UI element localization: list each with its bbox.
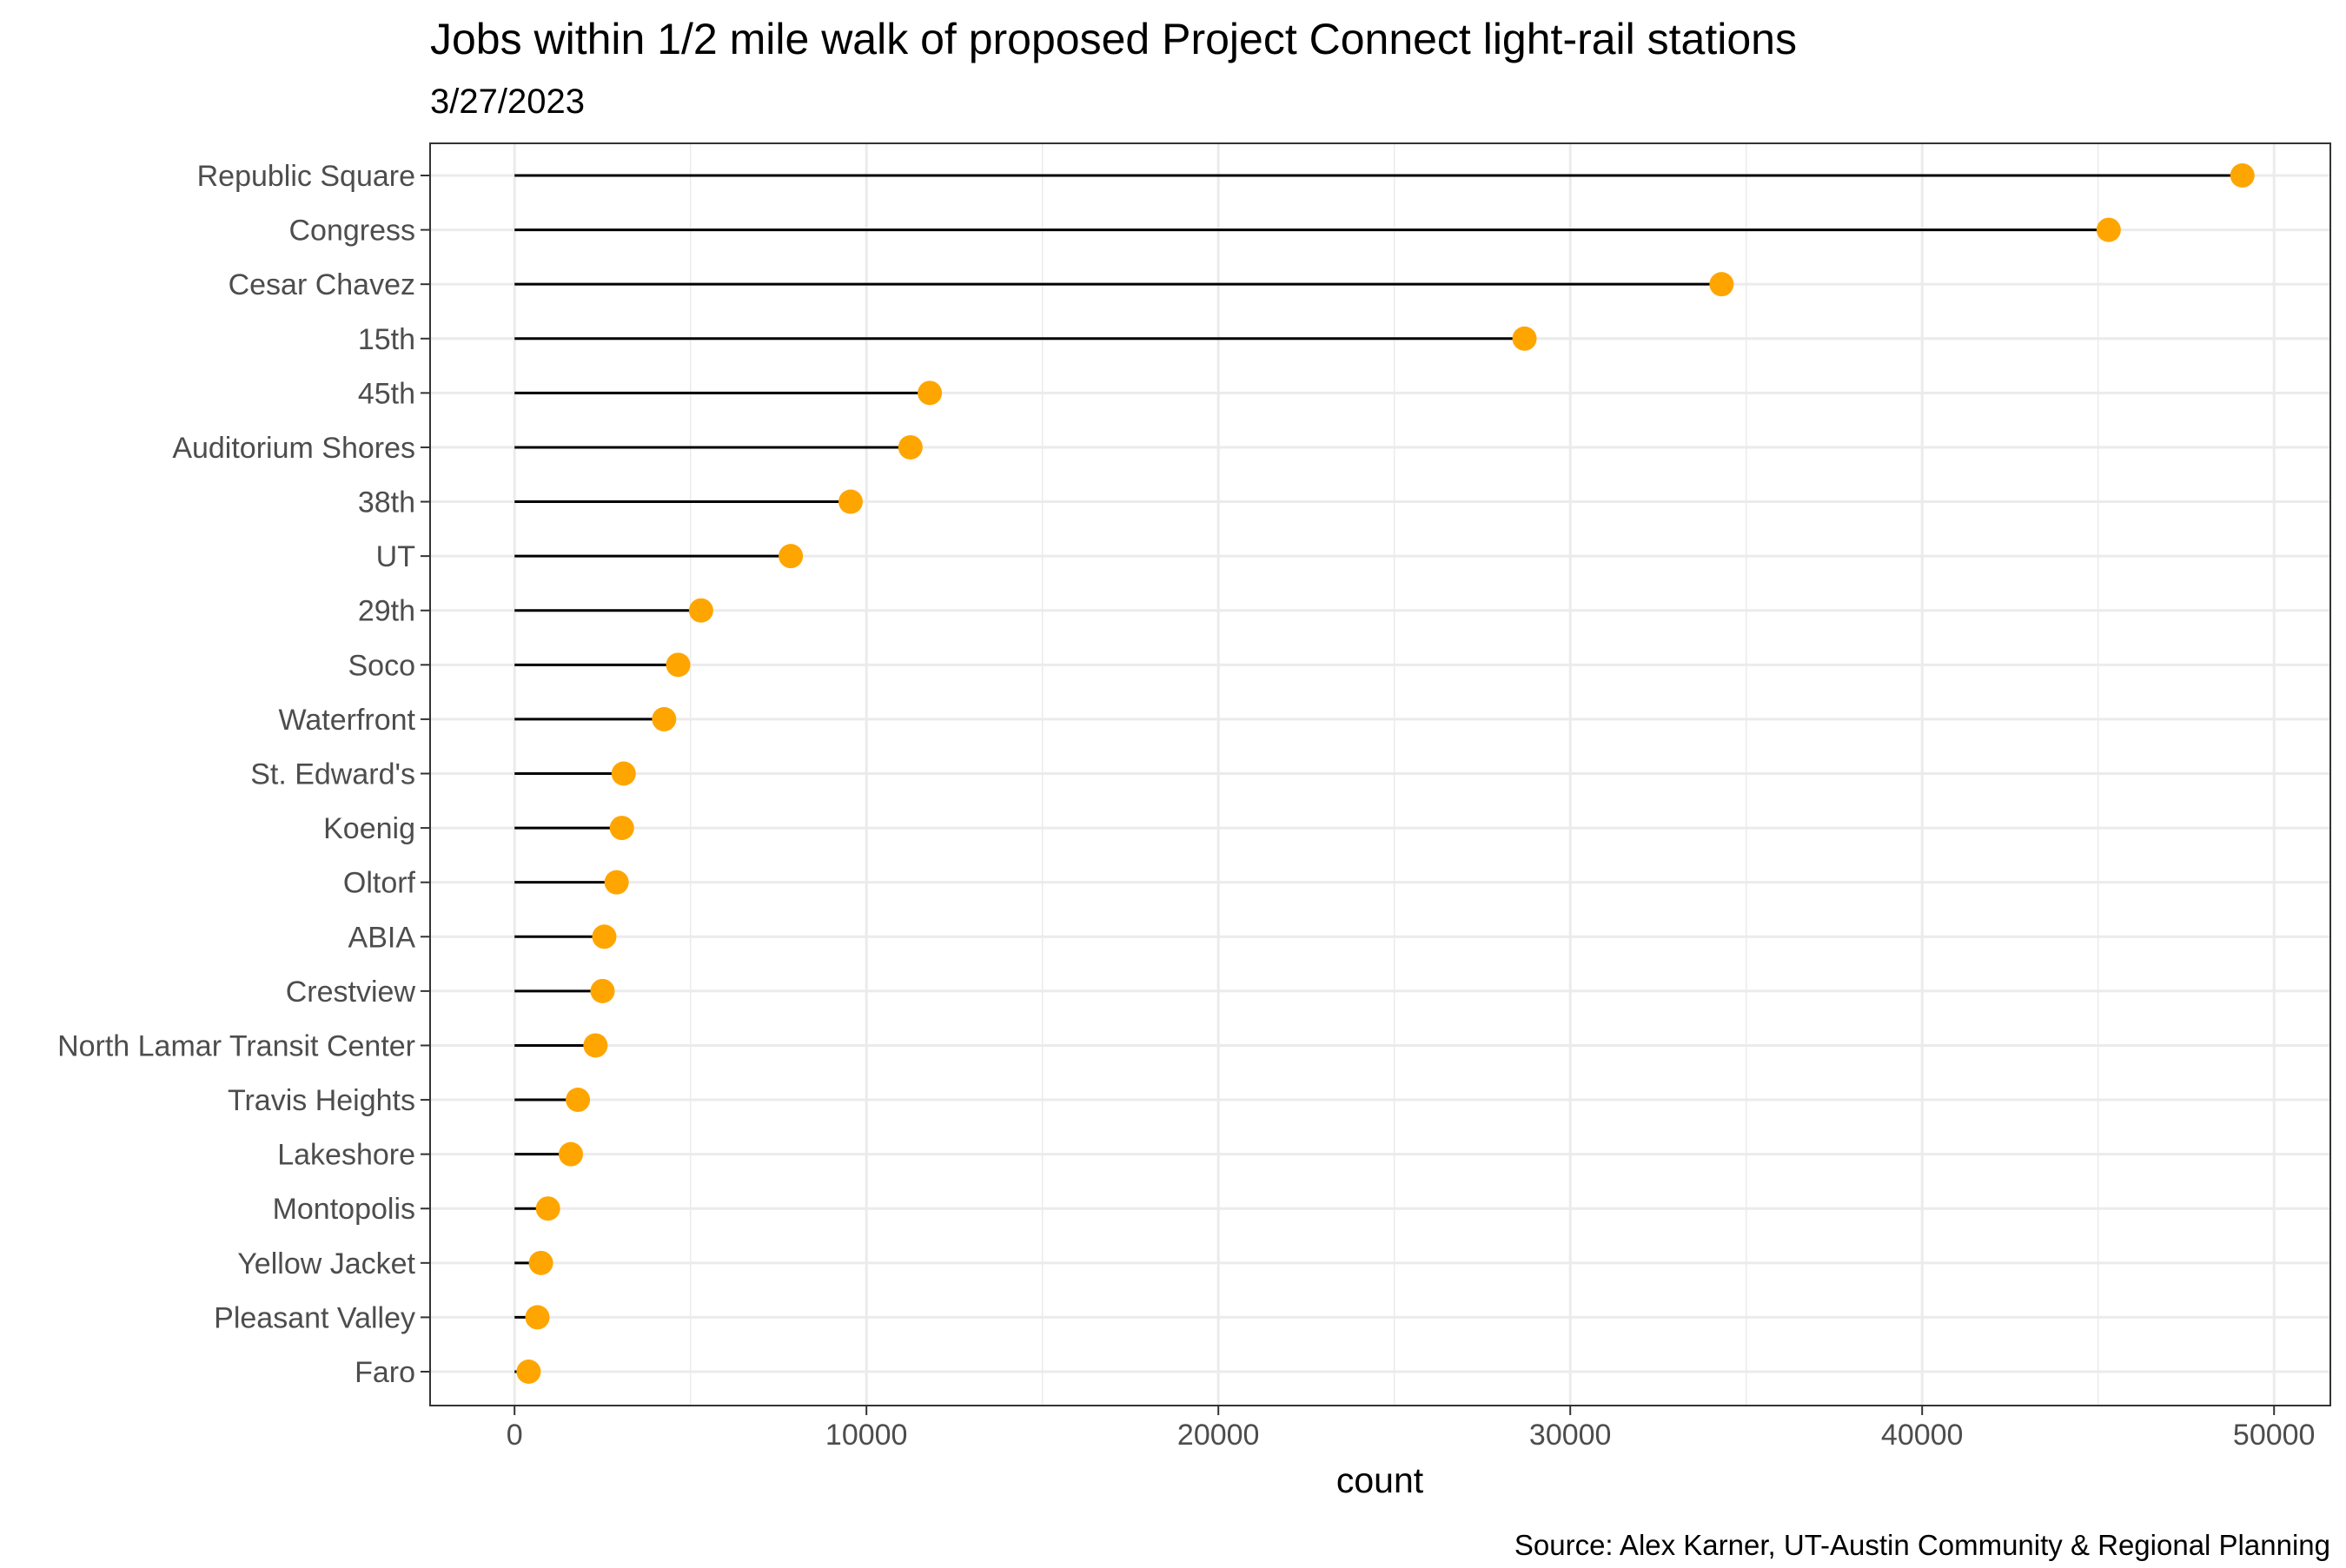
chart-title: Jobs within 1/2 mile walk of proposed Pr… (430, 15, 1797, 63)
lollipop-point (592, 924, 617, 949)
lollipop-point (535, 1196, 560, 1221)
chart-subtitle: 3/27/2023 (430, 83, 585, 121)
y-tick-label: 38th (358, 486, 415, 519)
lollipop-point (609, 816, 634, 841)
y-tick-label: ABIA (348, 921, 416, 954)
y-tick-label: St. Edward's (250, 758, 415, 791)
lollipop-point (2096, 217, 2121, 242)
y-axis: Republic Square Congress Cesar Chavez 15th 4… (57, 160, 430, 1389)
y-tick-label: Koenig (323, 812, 415, 845)
x-tick-label: 40000 (1881, 1419, 1964, 1452)
y-tick-label: Yellow Jacket (237, 1247, 415, 1280)
lollipop-point (559, 1141, 583, 1167)
point-layer (516, 163, 2255, 1384)
y-tick-label: Crestview (286, 976, 416, 1009)
y-tick-label: Pleasant Valley (214, 1301, 415, 1334)
grid-layer (430, 143, 2330, 1406)
y-tick-label: Oltorf (343, 867, 416, 900)
y-tick-label: 45th (358, 377, 415, 410)
chart-caption: Source: Alex Karner, UT-Austin Community… (1514, 1529, 2330, 1561)
lollipop-point (528, 1250, 553, 1275)
x-axis: 0 10000 20000 30000 40000 50000 (507, 1406, 2316, 1452)
lollipop-point (525, 1305, 550, 1330)
lollipop-point (898, 434, 923, 460)
lollipop-point (611, 761, 636, 786)
lollipop-point (516, 1360, 541, 1384)
x-tick-label: 0 (507, 1419, 523, 1452)
lollipop-point (2230, 163, 2255, 188)
stem-layer (514, 174, 2243, 1373)
y-tick-label: Waterfront (279, 704, 416, 737)
y-tick-label: Republic Square (197, 160, 415, 193)
lollipop-point (583, 1033, 608, 1058)
x-axis-label: count (1336, 1460, 1424, 1500)
lollipop-point (779, 544, 804, 569)
y-tick-label: UT (376, 540, 415, 573)
y-tick-label: Congress (288, 215, 415, 248)
lollipop-point (666, 652, 691, 678)
lollipop-point (918, 380, 943, 406)
lollipop-point (1512, 326, 1537, 351)
y-tick-label: Montopolis (273, 1193, 415, 1226)
y-tick-label: North Lamar Transit Center (57, 1029, 415, 1062)
x-tick-label: 30000 (1529, 1419, 1612, 1452)
y-tick-label: Cesar Chavez (229, 268, 415, 301)
x-tick-label: 20000 (1177, 1419, 1260, 1452)
x-tick-label: 10000 (825, 1419, 908, 1452)
lollipop-point (652, 706, 677, 731)
lollipop-point (566, 1088, 591, 1113)
lollipop-point (590, 978, 615, 1003)
y-tick-label: Soco (348, 649, 416, 682)
x-tick-label: 50000 (2233, 1419, 2316, 1452)
lollipop-point (688, 598, 713, 623)
lollipop-point (1709, 272, 1734, 297)
lollipop-point (604, 870, 629, 895)
y-tick-label: 29th (358, 595, 415, 628)
y-tick-label: Lakeshore (277, 1139, 415, 1172)
y-tick-label: Auditorium Shores (172, 432, 415, 465)
y-tick-label: 15th (358, 323, 415, 356)
lollipop-point (838, 489, 863, 514)
y-tick-label: Faro (355, 1356, 415, 1389)
y-tick-label: Travis Heights (228, 1084, 415, 1117)
